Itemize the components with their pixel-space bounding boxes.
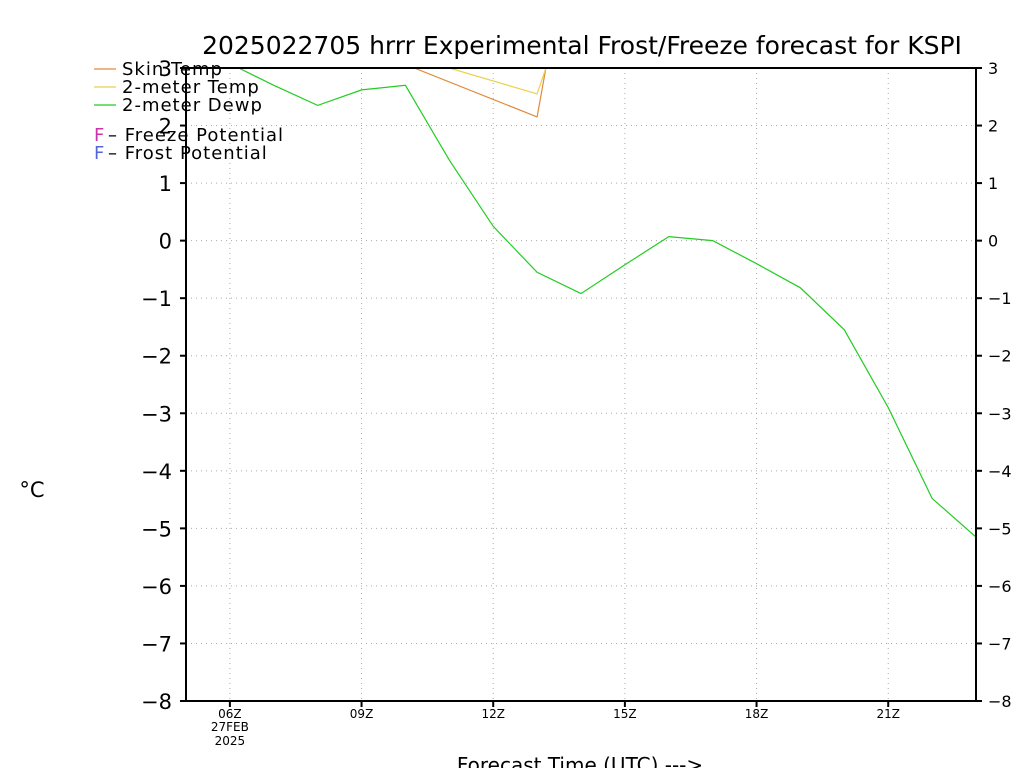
x-axis-label: Forecast Time (UTC) --->: [457, 753, 703, 768]
x-tick-label: 15Z: [613, 707, 637, 721]
y-tick-label-left: 2: [159, 115, 172, 139]
x-tick-year-label: 2025: [215, 734, 246, 748]
y-tick-label-right: −8: [988, 692, 1012, 711]
y-axis-label: °C: [19, 478, 44, 502]
x-tick-label: 18Z: [745, 707, 769, 721]
y-tick-label-left: −6: [141, 575, 172, 599]
y-tick-label-left: −4: [141, 460, 172, 484]
y-tick-label-right: −6: [988, 577, 1012, 596]
y-tick-label-left: −2: [141, 345, 172, 369]
y-tick-label-right: 3: [988, 59, 998, 78]
legend-marker: F: [94, 125, 104, 146]
chart-title: 2025022705 hrrr Experimental Frost/Freez…: [202, 31, 962, 60]
legend-label: Skin Temp: [122, 59, 223, 80]
x-tick-label: 09Z: [350, 707, 374, 721]
legend-label: 2-meter Temp: [122, 77, 260, 98]
y-tick-label-right: −3: [988, 404, 1012, 423]
x-tick-label: 21Z: [876, 707, 900, 721]
y-tick-label-right: −1: [988, 289, 1012, 308]
series-line-2-meter-temp: [449, 68, 547, 95]
series-line-2-meter-dewp: [238, 68, 976, 538]
y-tick-label-left: −7: [141, 632, 172, 656]
y-tick-label-right: 1: [988, 174, 998, 193]
series-line-skin-temp: [413, 68, 547, 118]
y-tick-label-left: 3: [159, 57, 172, 81]
grid-layer: [186, 68, 976, 701]
y-tick-label-right: −7: [988, 634, 1012, 653]
y-tick-label-left: −8: [141, 690, 172, 714]
y-tick-label-right: 2: [988, 117, 998, 136]
legend-label: 2-meter Dewp: [122, 95, 263, 116]
series-layer: [238, 68, 976, 538]
tick-layer: −8 −8 −7 −7 −6 −6 −5 −5 −4 −4 −3 −3 −2 −2 −1 −1 0 0 1 1 2 2 3 3…: [141, 57, 1012, 748]
y-tick-label-left: −5: [141, 517, 172, 541]
x-tick-label: 06Z: [218, 707, 242, 721]
legend-annotation-text: – Freeze Potential: [108, 125, 284, 146]
y-tick-label-left: −1: [141, 287, 172, 311]
y-tick-label-left: 0: [159, 230, 172, 254]
plot-frame: [185, 67, 977, 702]
y-tick-label-left: −3: [141, 402, 172, 426]
y-tick-label-right: −2: [988, 347, 1012, 366]
y-tick-label-right: −4: [988, 462, 1012, 481]
y-tick-label-right: −5: [988, 519, 1012, 538]
y-tick-label-right: 0: [988, 232, 998, 251]
legend-annotation-text: – Frost Potential: [108, 143, 268, 164]
x-tick-label: 12Z: [481, 707, 505, 721]
y-tick-label-left: 1: [159, 172, 172, 196]
x-tick-date-label: 27FEB: [211, 720, 249, 734]
legend-marker: F: [94, 143, 104, 164]
